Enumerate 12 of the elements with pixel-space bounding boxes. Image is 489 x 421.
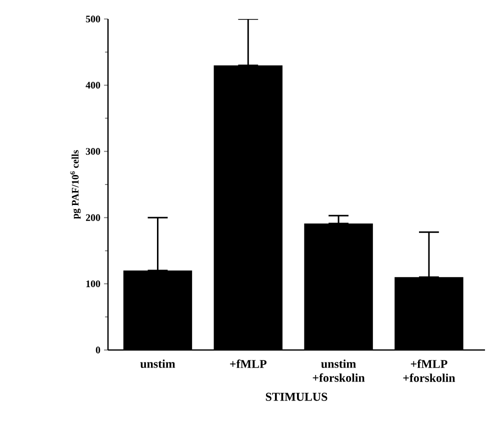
y-tick-label: 200 <box>86 214 100 221</box>
x-tick-label: +fMLP +forskolin <box>403 359 456 382</box>
y-tick-label: 400 <box>86 82 100 89</box>
x-tick-label: unstim +forskolin <box>312 359 365 382</box>
y-tick-label: 300 <box>86 148 100 155</box>
x-tick-label: unstim <box>140 359 176 368</box>
x-tick-label: +fMLP <box>230 359 266 368</box>
y-axis-title: pg PAF/10$^{6}$ cells <box>70 150 81 219</box>
x-axis-title: STIMULUS <box>266 392 328 401</box>
y-tick-label: 0 <box>96 346 100 354</box>
y-tick-label: 100 <box>86 280 100 288</box>
y-tick-label: 500 <box>86 16 100 22</box>
